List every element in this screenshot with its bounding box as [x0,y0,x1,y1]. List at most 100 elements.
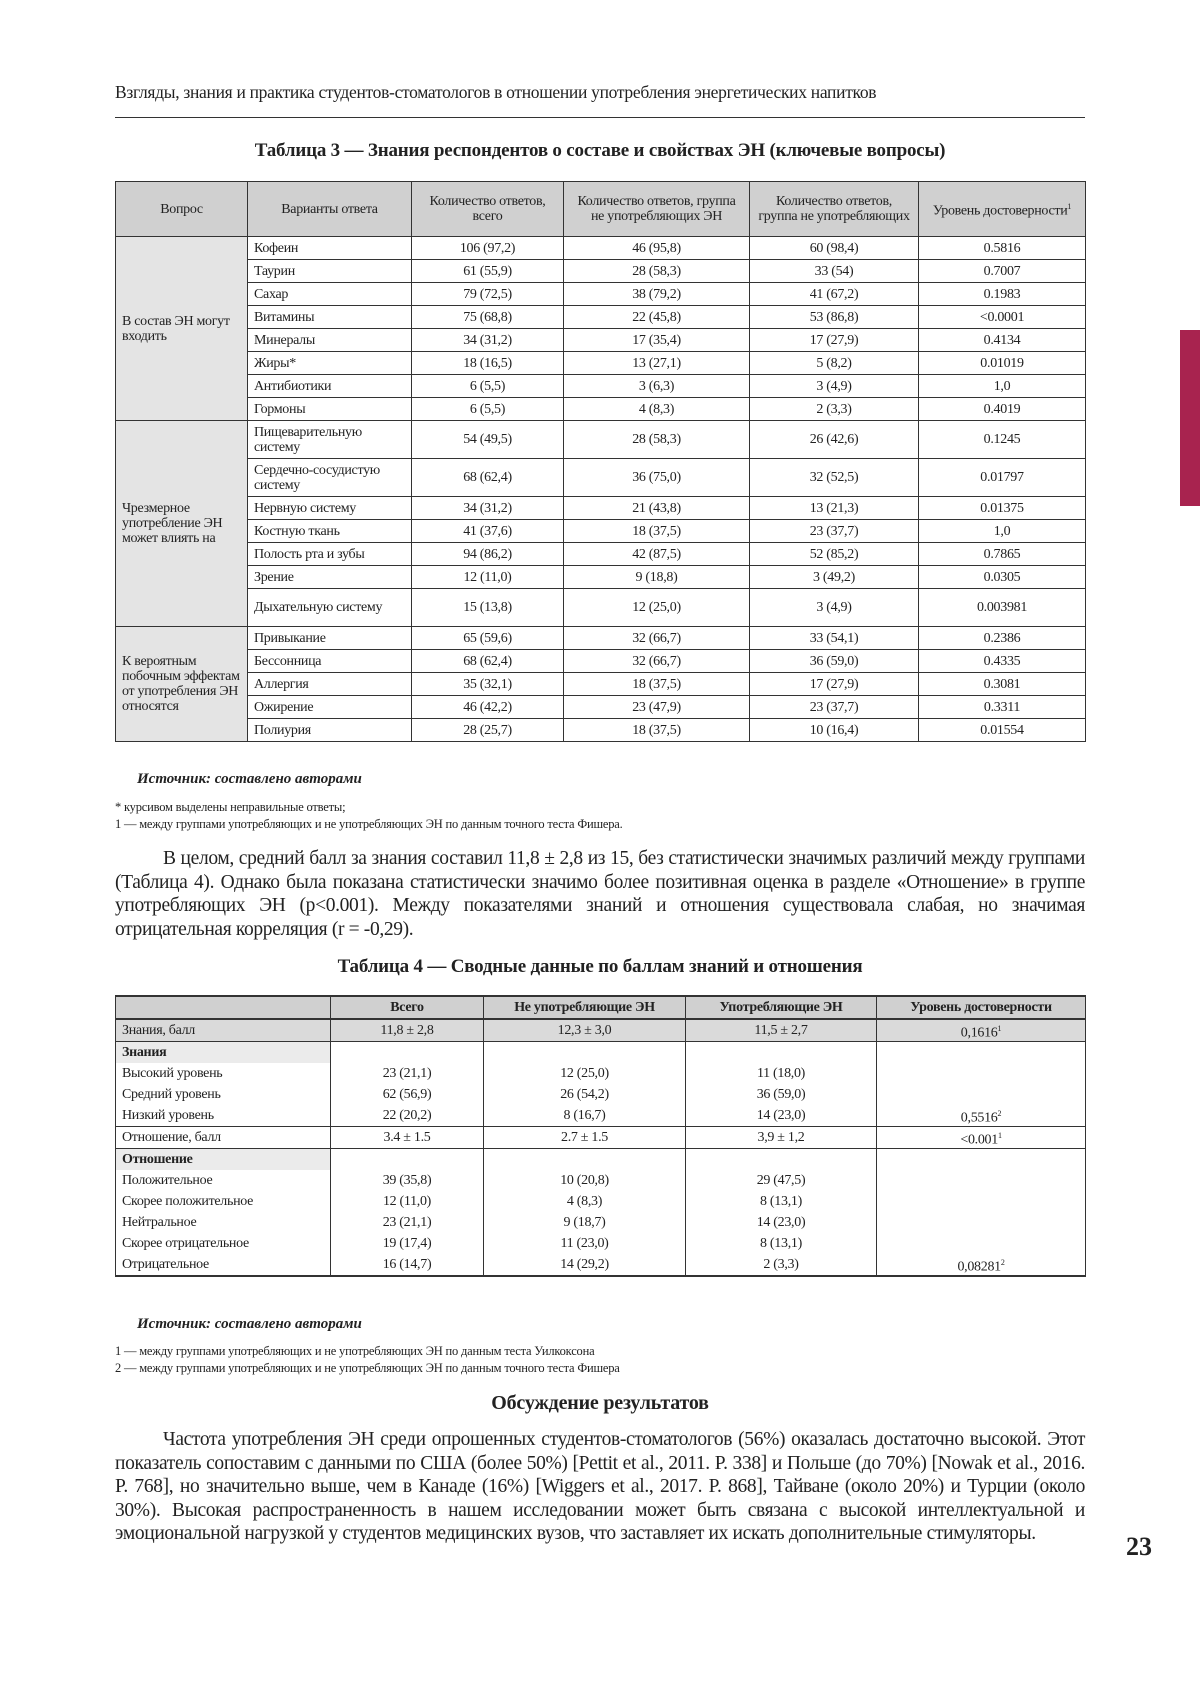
value-cell: 0.0305 [919,566,1086,589]
table-row: Гормоны6 (5,5)4 (8,3)2 (3,3)0.4019 [116,398,1086,421]
value-cell: 33 (54) [750,260,919,283]
table3-footnote: 1 — между группами употребляющих и не уп… [115,817,623,832]
value-cell: 23 (21,1) [331,1063,484,1084]
cell-text: Скорее положительное [122,1194,253,1209]
value-cell: 22 (45,8) [564,306,750,329]
value-cell: 0,082812 [877,1254,1086,1276]
answer-cell: Аллергия [248,673,412,696]
table-row: Знания, балл11,8 ± 2,812,3 ± 3,011,5 ± 2… [116,1019,1086,1042]
footnote-marker: 1 [998,1131,1002,1140]
value-cell: 54 (49,5) [412,421,564,459]
table-row: Чрезмерное употребление ЭН может влиять … [116,421,1086,459]
value-cell: 46 (42,2) [412,696,564,719]
cell-text: 3.4 ± 1.5 [384,1130,431,1145]
answer-cell: Костную ткань [248,520,412,543]
value-cell: 23 (37,7) [750,696,919,719]
cell-text: Отношение [122,1152,193,1167]
table3-header-cell: Вопрос [116,182,248,237]
value-cell [877,1170,1086,1191]
cell-text: 0,1616 [961,1025,998,1040]
cell-text: Знания, балл [122,1023,195,1038]
table4: ВсегоНе употребляющие ЭНУпотребляющие ЭН… [115,995,1086,1277]
value-cell: <0.0011 [877,1127,1086,1149]
value-cell: 12 (11,0) [331,1191,484,1212]
table3-header-cell: Количество ответов, группа не употребляю… [564,182,750,237]
value-cell [484,1042,686,1064]
cell-text: 39 (35,8) [383,1173,432,1188]
value-cell: 18 (37,5) [564,520,750,543]
value-cell: 3 (4,9) [750,589,919,627]
header-text: Варианты ответа [281,202,377,217]
table4-header-cell: Уровень достоверности [877,996,1086,1019]
section-heading: Обсуждение результатов [115,1392,1085,1415]
footnote-marker: 1 [998,1024,1002,1033]
cell-text: 0,08281 [957,1259,1000,1274]
cell-text: 11,5 ± 2,7 [754,1023,807,1038]
cell-text: 2 (3,3) [763,1257,798,1272]
value-cell: 17 (35,4) [564,329,750,352]
value-cell [877,1233,1086,1254]
row-label: Знания [116,1042,331,1064]
value-cell [686,1149,877,1171]
cell-text: 0,5516 [961,1110,998,1125]
row-label: Отрицательное [116,1254,331,1276]
value-cell: 41 (37,6) [412,520,564,543]
cell-text: <0.001 [960,1132,998,1147]
value-cell: 2 (3,3) [686,1254,877,1276]
answer-cell: Зрение [248,566,412,589]
table-row: Нервную систему34 (31,2)21 (43,8)13 (21,… [116,497,1086,520]
value-cell: 8 (13,1) [686,1191,877,1212]
value-cell [877,1212,1086,1233]
value-cell: 4 (8,3) [484,1191,686,1212]
value-cell: 28 (58,3) [564,260,750,283]
table-row: Ожирение46 (42,2)23 (47,9)23 (37,7)0.331… [116,696,1086,719]
table3-header-row: Вопрос Варианты ответа Количество ответов,… [116,182,1086,237]
table4-header-row: ВсегоНе употребляющие ЭНУпотребляющие ЭН… [116,996,1086,1019]
value-cell [484,1149,686,1171]
value-cell: 4 (8,3) [564,398,750,421]
body-paragraph: Частота употребления ЭН среди опрошенных… [115,1428,1085,1546]
page-number: 23 [1126,1532,1152,1562]
value-cell: 26 (54,2) [484,1084,686,1105]
cell-text: Отношение, балл [122,1130,221,1145]
value-cell: 12 (25,0) [484,1063,686,1084]
footnote-marker: 2 [998,1109,1002,1118]
value-cell: 19 (17,4) [331,1233,484,1254]
table-row: Сахар79 (72,5)38 (79,2)41 (67,2)0.1983 [116,283,1086,306]
value-cell: 42 (87,5) [564,543,750,566]
answer-cell: Пищеварительную систему [248,421,412,459]
cell-text: 9 (18,7) [564,1215,606,1230]
side-tab [1180,330,1200,506]
value-cell [331,1042,484,1064]
value-cell: 33 (54,1) [750,627,919,650]
cell-text: 14 (23,0) [757,1108,806,1123]
cell-text: 29 (47,5) [757,1173,806,1188]
table-row: Дыхательную систему15 (13,8)12 (25,0)3 (… [116,589,1086,627]
table-row: К вероятным побочным эффектам от употреб… [116,627,1086,650]
value-cell: 68 (62,4) [412,459,564,497]
cell-text: 8 (13,1) [760,1236,802,1251]
row-label: Средний уровень [116,1084,331,1105]
table-row: Скорее положительное 12 (11,0) 4 (8,3)8 (1… [116,1191,1086,1212]
value-cell: 10 (20,8) [484,1170,686,1191]
value-cell: 3 (6,3) [564,375,750,398]
header-text: Уровень достоверности [933,204,1068,219]
value-cell: 12,3 ± 3,0 [484,1019,686,1042]
row-label: Высокий уровень [116,1063,331,1084]
cell-text: 22 (20,2) [383,1108,432,1123]
table-row: Бессонница68 (62,4)32 (66,7)36 (59,0)0.4… [116,650,1086,673]
answer-cell: Сахар [248,283,412,306]
footnote-marker: 2 [1001,1258,1005,1267]
header-text: Количество ответов, группа не употребляю… [758,194,909,224]
cell-text: 2.7 ± 1.5 [561,1130,608,1145]
table-row: Жиры*18 (16,5)13 (27,1)5 (8,2)0.01019 [116,352,1086,375]
table-row: Минералы34 (31,2)17 (35,4)17 (27,9)0.413… [116,329,1086,352]
table3-title: Таблица 3 — Знания респондентов о состав… [115,140,1085,162]
value-cell: 46 (95,8) [564,237,750,260]
value-cell: 34 (31,2) [412,329,564,352]
cell-text: 12 (11,0) [383,1194,431,1209]
value-cell: 0.1983 [919,283,1086,306]
value-cell: 53 (86,8) [750,306,919,329]
value-cell: 17 (27,9) [750,673,919,696]
value-cell: 3.4 ± 1.5 [331,1127,484,1149]
